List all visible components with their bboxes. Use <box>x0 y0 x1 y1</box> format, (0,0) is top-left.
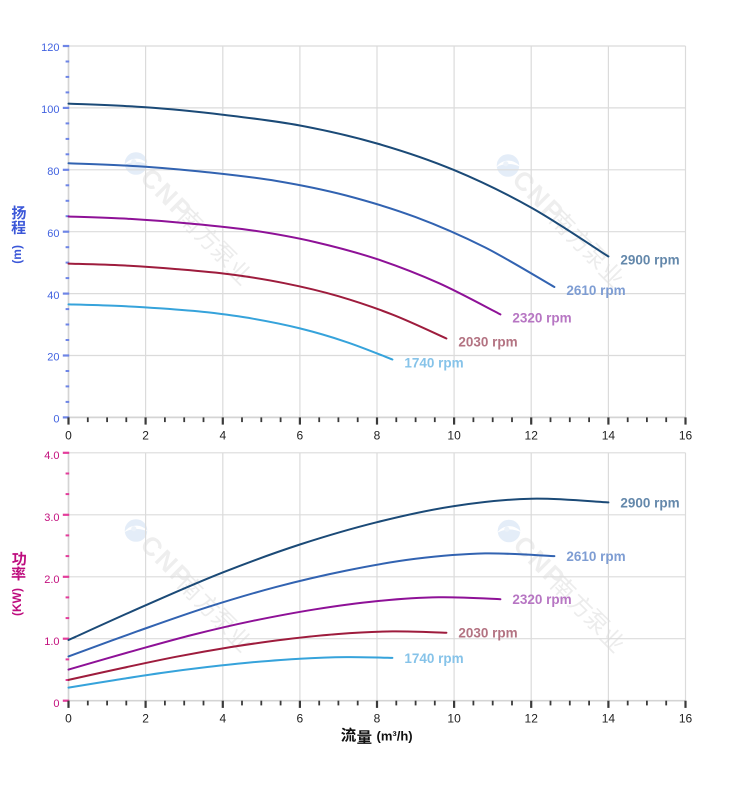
svg-text:2320 rpm: 2320 rpm <box>512 310 571 325</box>
svg-text:2900 rpm: 2900 rpm <box>620 495 679 510</box>
svg-text:14: 14 <box>602 712 616 726</box>
svg-text:3.0: 3.0 <box>44 512 59 524</box>
svg-text:10: 10 <box>447 712 461 726</box>
svg-text:0: 0 <box>53 698 59 710</box>
svg-text:16: 16 <box>679 712 693 726</box>
svg-text:8: 8 <box>374 429 381 443</box>
svg-text:1740 rpm: 1740 rpm <box>404 651 463 666</box>
svg-text:14: 14 <box>602 429 616 443</box>
svg-text:2320 rpm: 2320 rpm <box>512 592 571 607</box>
svg-text:2030 rpm: 2030 rpm <box>458 626 517 641</box>
svg-text:20: 20 <box>47 352 59 364</box>
svg-text:1740 rpm: 1740 rpm <box>404 356 463 371</box>
svg-text:0: 0 <box>65 712 72 726</box>
svg-text:40: 40 <box>47 290 59 302</box>
svg-text:2: 2 <box>142 712 149 726</box>
svg-text:4: 4 <box>219 429 226 443</box>
svg-text:0: 0 <box>65 429 72 443</box>
svg-text:(KW): (KW) <box>10 588 24 616</box>
svg-text:(m): (m) <box>10 245 24 264</box>
svg-text:2: 2 <box>142 429 149 443</box>
svg-text:8: 8 <box>374 712 381 726</box>
svg-text:120: 120 <box>41 42 59 54</box>
svg-text:10: 10 <box>447 429 461 443</box>
svg-text:2610 rpm: 2610 rpm <box>566 549 625 564</box>
svg-text:80: 80 <box>47 166 59 178</box>
svg-text:60: 60 <box>47 228 59 240</box>
svg-text:2.0: 2.0 <box>44 574 59 586</box>
svg-text:2900 rpm: 2900 rpm <box>620 253 679 268</box>
svg-text:12: 12 <box>525 429 539 443</box>
svg-text:4: 4 <box>219 712 226 726</box>
svg-text:6: 6 <box>297 712 304 726</box>
svg-text:16: 16 <box>679 429 693 443</box>
svg-text:0: 0 <box>53 414 59 426</box>
svg-text:12: 12 <box>525 712 539 726</box>
svg-text:2030 rpm: 2030 rpm <box>458 335 517 350</box>
svg-text:(m³/h): (m³/h) <box>377 728 413 743</box>
svg-text:4.0: 4.0 <box>44 450 59 462</box>
svg-text:6: 6 <box>297 429 304 443</box>
svg-text:100: 100 <box>41 104 59 116</box>
svg-text:2610 rpm: 2610 rpm <box>566 283 625 298</box>
svg-text:1.0: 1.0 <box>44 636 59 648</box>
